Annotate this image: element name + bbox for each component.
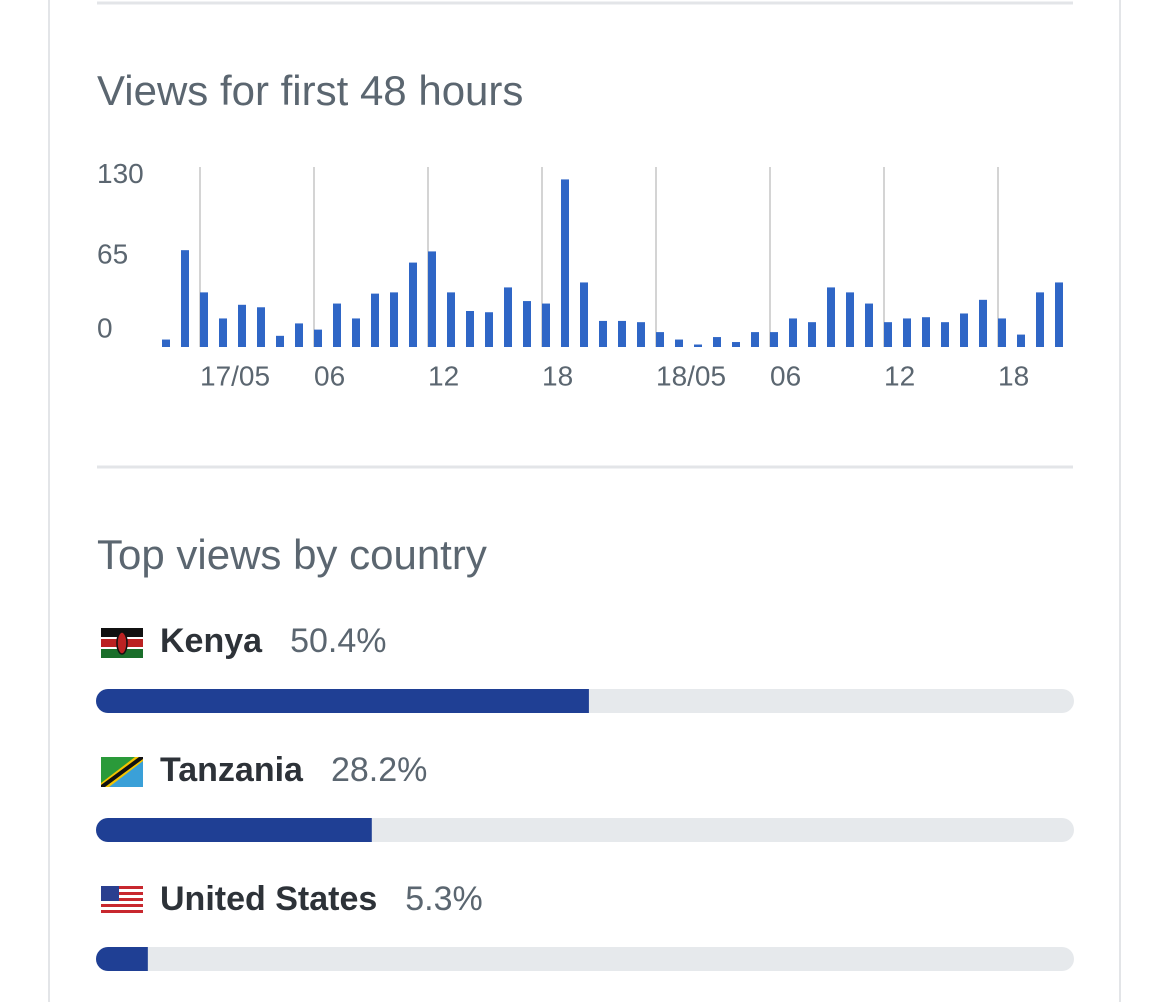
bar (181, 250, 189, 347)
bar (618, 320, 626, 347)
bar (713, 337, 721, 347)
bar (200, 292, 208, 347)
x-tick-label: 17/05 (200, 360, 270, 391)
x-tick-label: 18 (998, 360, 1029, 391)
bar (1036, 292, 1044, 347)
bar (979, 299, 987, 347)
bar (409, 262, 417, 347)
bar (846, 292, 854, 347)
bar (770, 332, 778, 347)
chart-title: Views for first 48 hours (97, 67, 523, 114)
bar (675, 339, 683, 347)
bar (656, 332, 664, 347)
country-name: United States (160, 880, 377, 918)
bar (238, 304, 246, 347)
bar (998, 318, 1006, 347)
bar (96, 818, 372, 842)
bar (732, 342, 740, 347)
bar (466, 311, 474, 347)
bar (865, 303, 873, 347)
value-label: 5.3% (405, 880, 483, 918)
bar (694, 344, 702, 347)
card-border (48, 0, 1121, 1007)
bar (162, 339, 170, 347)
bar (257, 307, 265, 347)
country-name: Kenya (160, 622, 263, 660)
bar (751, 332, 759, 347)
x-tick-label: 06 (770, 360, 801, 391)
bar (96, 947, 148, 971)
bar (352, 318, 360, 347)
section-title: Top views by country (97, 531, 487, 578)
value-label: 28.2% (331, 751, 427, 789)
bar (1017, 334, 1025, 347)
y-tick-label: 130 (97, 158, 144, 189)
bar (276, 335, 284, 347)
bar (922, 317, 930, 347)
bar (827, 287, 835, 347)
x-tick-label: 06 (314, 360, 345, 391)
bar (485, 312, 493, 347)
bar (542, 303, 550, 347)
flag-united-states (101, 886, 143, 916)
y-tick-label: 0 (97, 312, 113, 343)
bar (903, 318, 911, 347)
flag-tanzania (101, 757, 143, 787)
bar-track (96, 947, 1074, 971)
bar (960, 313, 968, 347)
bar (808, 322, 816, 347)
bar (941, 322, 949, 347)
bar (428, 251, 436, 347)
x-tick-label: 12 (428, 360, 459, 391)
bar (504, 287, 512, 347)
bar (295, 323, 303, 347)
value-label: 50.4% (290, 622, 386, 660)
bar (96, 689, 589, 713)
bar (637, 322, 645, 347)
bar (219, 318, 227, 347)
flag-kenya (101, 628, 143, 658)
bar (580, 282, 588, 347)
x-tick-label: 18/05 (656, 360, 726, 391)
bar (333, 303, 341, 347)
bar (1055, 282, 1063, 347)
x-tick-label: 12 (884, 360, 915, 391)
bar (599, 320, 607, 347)
x-tick-label: 18 (542, 360, 573, 391)
y-tick-label: 65 (97, 239, 128, 270)
bar (371, 293, 379, 347)
bar (390, 292, 398, 347)
bar (789, 318, 797, 347)
bar (884, 322, 892, 347)
country-name: Tanzania (160, 751, 304, 789)
bar (561, 179, 569, 347)
bar (314, 329, 322, 347)
bar (447, 292, 455, 347)
bar (523, 301, 531, 347)
